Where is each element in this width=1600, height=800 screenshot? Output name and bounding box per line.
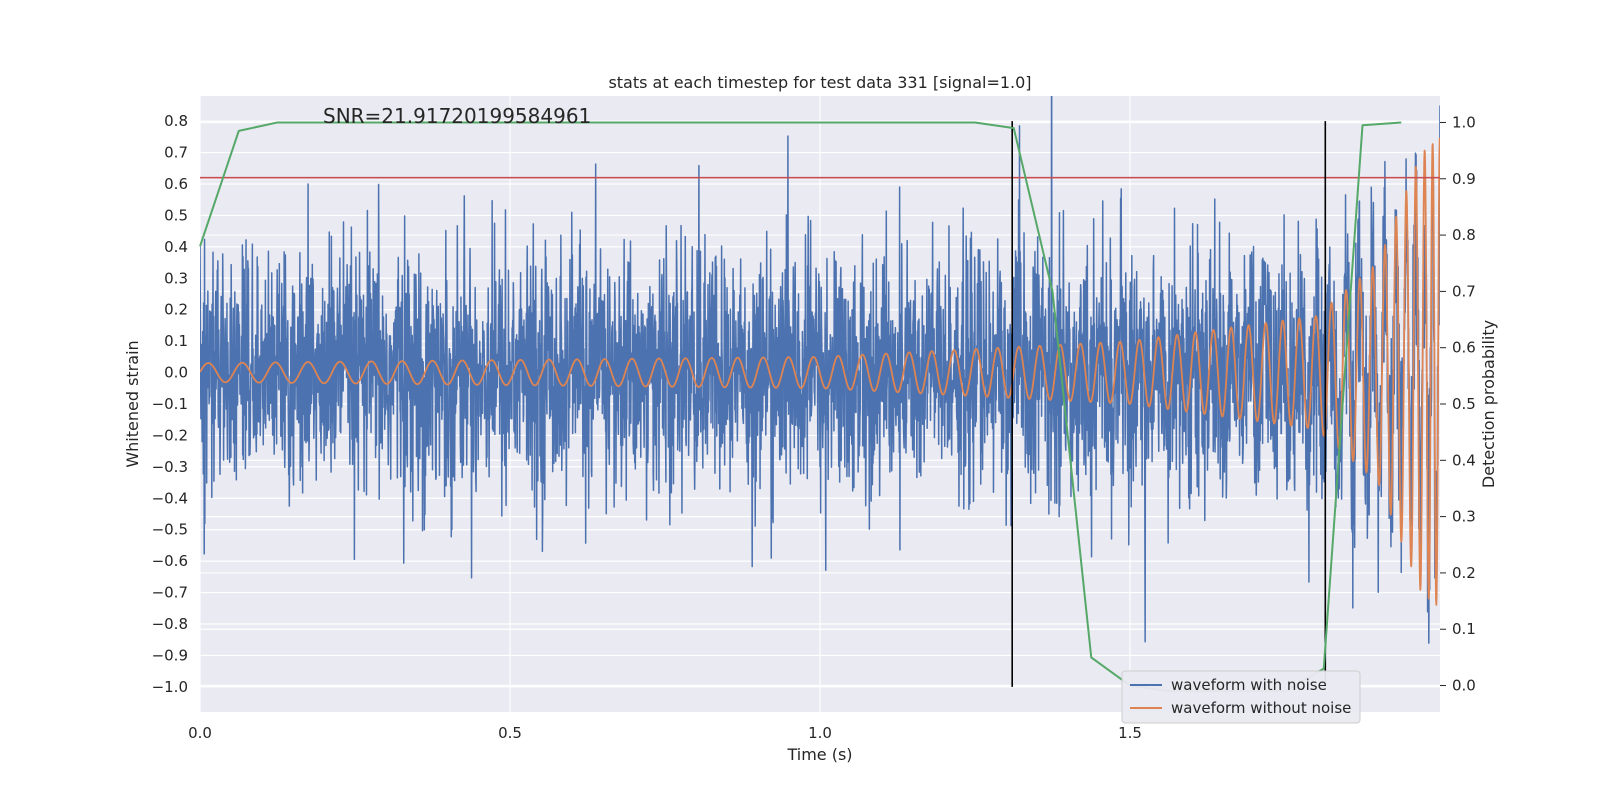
y-tick-label-left: −0.6 (152, 552, 188, 570)
y-tick-label-left: −1.0 (152, 678, 188, 696)
y-tick-label-left: 0.5 (164, 206, 188, 224)
legend-box (1121, 670, 1361, 724)
x-axis-label: Time (s) (786, 745, 852, 764)
y-tick-label-left: −0.5 (152, 521, 188, 539)
x-tick-label: 1.5 (1118, 724, 1142, 742)
legend-label-noise: waveform with noise (1171, 676, 1327, 694)
y-tick-label-left: 0.4 (164, 238, 188, 256)
y-tick-label-left: 0.3 (164, 269, 188, 287)
y-tick-label-left: 0.7 (164, 144, 188, 162)
y-tick-label-right: 1.0 (1452, 113, 1476, 131)
tick-labels: 0.0 0.5 1.0 1.5 0.8 0.7 0.6 0.5 0.4 0.3 0.2 0.1 0.0 −… (152, 112, 1476, 742)
y-tick-label-left: −0.3 (152, 458, 188, 476)
y-tick-label-left: −0.7 (152, 584, 188, 602)
x-tick-label: 0.5 (498, 724, 522, 742)
x-tick-label: 0.0 (188, 724, 212, 742)
y-axis-label-left: Whitened strain (123, 340, 142, 467)
y-tick-label-left: 0.6 (164, 175, 188, 193)
legend-label-clean: waveform without noise (1171, 699, 1351, 717)
y-tick-label-right: 0.0 (1452, 677, 1476, 695)
y-tick-label-left: −0.4 (152, 489, 188, 507)
y-tick-label-right: 0.6 (1452, 339, 1476, 357)
snr-annotation: SNR=21.91720199584961 (323, 104, 591, 128)
y-tick-label-right: 0.3 (1452, 508, 1476, 526)
series-line-waveform-without-noise (200, 137, 1440, 606)
y-tick-label-right: 0.4 (1452, 451, 1476, 469)
y-tick-label-right: 0.2 (1452, 564, 1476, 582)
y-axis-label-right: Detection probability (1479, 320, 1498, 488)
y-tick-label-left: −0.2 (152, 426, 188, 444)
y-tick-label-left: 0.2 (164, 301, 188, 319)
chart-title: stats at each timestep for test data 331… (608, 73, 1031, 92)
y-tick-label-right: 0.7 (1452, 282, 1476, 300)
y-tick-label-right: 0.9 (1452, 170, 1476, 188)
y-tick-label-left: 0.0 (164, 364, 188, 382)
series-layer (200, 96, 1440, 644)
y-tick-label-left: 0.8 (164, 112, 188, 130)
legend: waveform with noise waveform without noi… (1121, 670, 1361, 724)
x-tick-label: 1.0 (808, 724, 832, 742)
y-tick-label-right: 0.8 (1452, 226, 1476, 244)
y-tick-label-left: 0.1 (164, 332, 188, 350)
y-tick-label-left: −0.8 (152, 615, 188, 633)
y-tick-label-right: 0.5 (1452, 395, 1476, 413)
y-tick-label-left: −0.1 (152, 395, 188, 413)
y-tick-label-left: −0.9 (152, 646, 188, 664)
y-tick-label-right: 0.1 (1452, 620, 1476, 638)
